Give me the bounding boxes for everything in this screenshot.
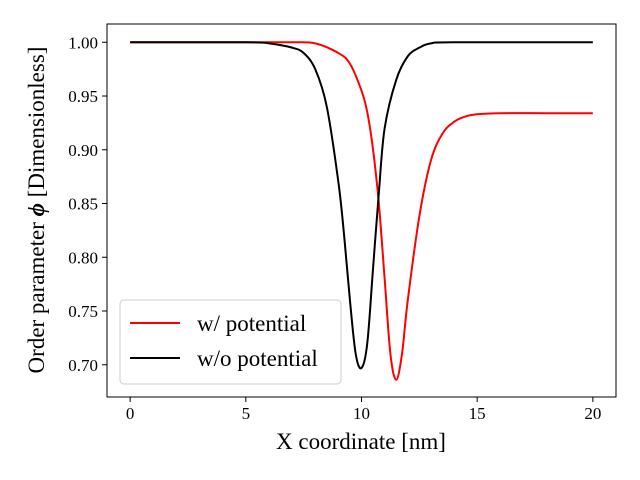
legend-label-w-potential: w/ potential	[197, 311, 306, 336]
y-tick-label: 1.00	[68, 33, 98, 52]
y-axis-label-suffix: [Dimensionless]	[24, 47, 49, 204]
y-tick-label: 0.75	[68, 302, 98, 321]
x-axis: 0 5 10 15 20	[126, 397, 601, 423]
x-tick-label: 15	[469, 404, 486, 423]
series-line-w-o-potential	[130, 41, 593, 370]
series-line-w-potential	[130, 41, 593, 381]
x-axis-label: X coordinate [nm]	[276, 429, 446, 454]
x-tick-label: 10	[353, 404, 370, 423]
y-axis-label-prefix: Order parameter	[24, 216, 49, 373]
legend-box	[119, 299, 342, 385]
x-tick-label: 0	[126, 404, 135, 423]
x-tick-label: 5	[242, 404, 251, 423]
y-tick-label: 0.85	[68, 195, 98, 214]
y-axis: 0.70 0.75 0.80 0.85 0.90 0.95 1.00	[68, 33, 107, 375]
y-tick-label: 0.80	[68, 248, 98, 267]
y-tick-label: 0.70	[68, 356, 98, 375]
y-tick-label: 0.90	[68, 141, 98, 160]
legend: w/ potential w/o potential	[119, 299, 342, 385]
y-axis-label-symbol: ϕ	[24, 203, 49, 216]
x-tick-label: 20	[584, 404, 601, 423]
series-layer	[130, 41, 593, 381]
legend-label-wo-potential: w/o potential	[197, 346, 318, 371]
y-tick-label: 0.95	[68, 87, 98, 106]
y-axis-label: Order parameter ϕ [Dimensionless]	[24, 47, 49, 374]
